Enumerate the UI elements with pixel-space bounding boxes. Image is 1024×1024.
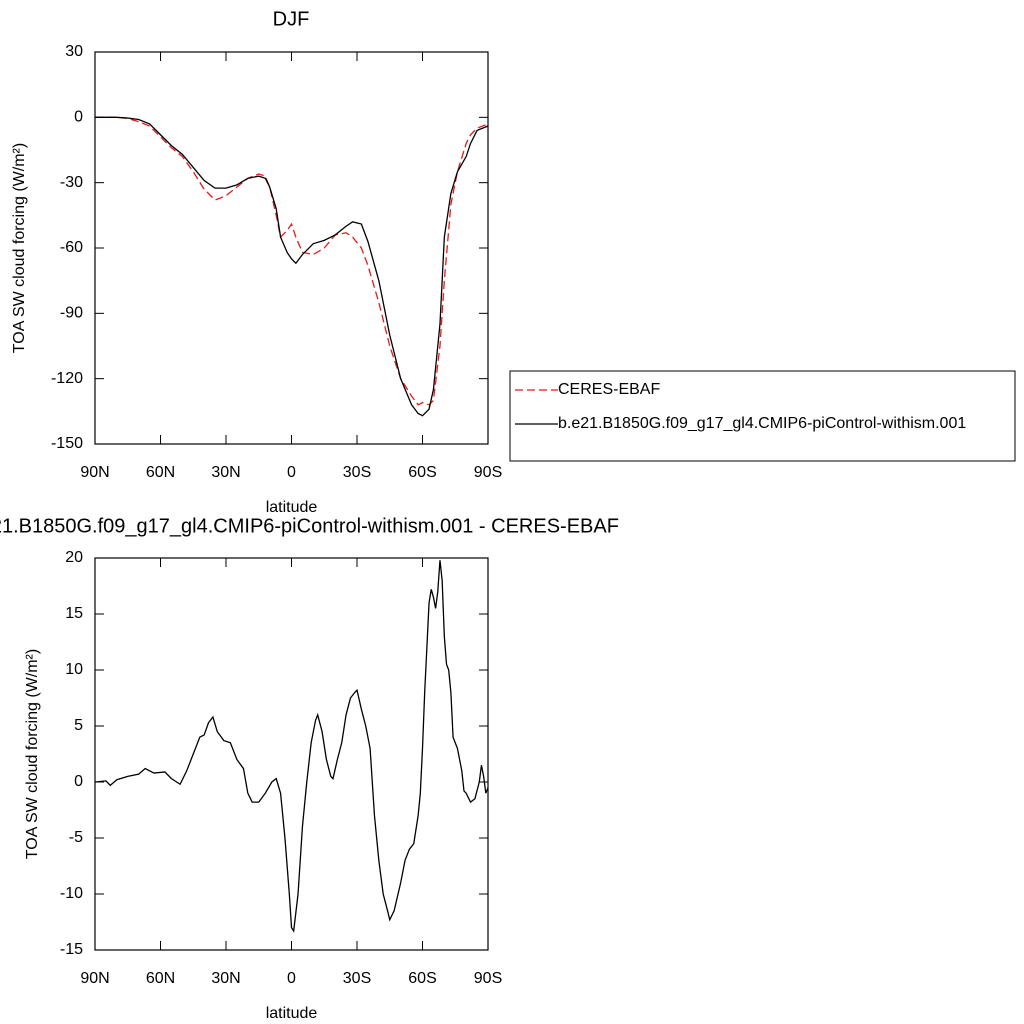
plot-frame [94,51,489,445]
y-tick-label: 15 [65,605,83,622]
y-tick-label: -150 [51,435,83,452]
x-tick-label: 90S [474,970,502,987]
y-tick-label: -90 [60,305,83,322]
plot-frame [94,557,489,951]
y-axis-label: TOA SW cloud forcing (W/m²) [24,649,41,859]
y-tick-label: 0 [74,109,83,126]
legend-label: b.e21.B1850G.f09_g17_gl4.CMIP6-piControl… [558,415,966,432]
chart-title: DJF [273,8,310,30]
y-tick-label: 10 [65,661,83,678]
series-line [95,116,488,417]
y-tick-label: 20 [65,549,83,566]
x-tick-label: 60N [146,464,175,481]
y-tick-label: -120 [51,370,83,387]
x-tick-label: 90N [80,970,109,987]
x-tick-label: 30N [211,970,240,987]
series-line [95,560,488,933]
x-tick-label: 90N [80,464,109,481]
x-tick-label: 30N [211,464,240,481]
y-tick-label: -60 [60,239,83,256]
x-tick-label: 30S [343,464,371,481]
x-tick-label: 90S [474,464,502,481]
x-tick-label: 0 [287,970,296,987]
series-line [95,116,488,406]
y-tick-label: -30 [60,174,83,191]
x-tick-label: 30S [343,970,371,987]
y-tick-label: 30 [65,43,83,60]
y-tick-label: 0 [74,773,83,790]
x-tick-label: 60S [408,970,436,987]
x-tick-label: 0 [287,464,296,481]
y-axis-label: TOA SW cloud forcing (W/m²) [11,143,28,353]
y-tick-label: -5 [69,829,83,846]
y-tick-label: -10 [60,885,83,902]
x-tick-label: 60S [408,464,436,481]
y-tick-label: -15 [60,941,83,958]
x-tick-label: 60N [146,970,175,987]
x-axis-label: latitude [266,499,318,516]
chart-title: b.e21.B1850G.f09_g17_gl4.CMIP6-piControl… [0,515,619,537]
legend-label: CERES-EBAF [558,381,660,398]
y-tick-label: 5 [74,717,83,734]
x-axis-label: latitude [266,1005,318,1022]
legend-box [509,370,1016,462]
